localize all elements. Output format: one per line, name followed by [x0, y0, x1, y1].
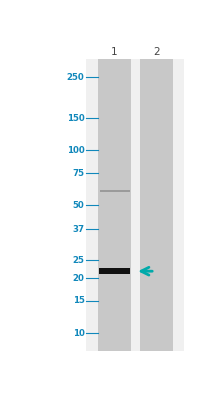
Text: 37: 37	[72, 225, 84, 234]
Text: 1: 1	[111, 47, 117, 57]
Text: 75: 75	[72, 168, 84, 178]
Text: 20: 20	[72, 274, 84, 282]
Bar	[98, 268, 130, 274]
Text: 100: 100	[66, 146, 84, 155]
Bar	[99, 190, 129, 192]
Text: 15: 15	[72, 296, 84, 305]
Text: 150: 150	[66, 114, 84, 122]
Text: 250: 250	[66, 73, 84, 82]
Text: 50: 50	[72, 201, 84, 210]
Text: 25: 25	[72, 256, 84, 265]
Text: 2: 2	[153, 47, 159, 57]
Text: 10: 10	[72, 328, 84, 338]
